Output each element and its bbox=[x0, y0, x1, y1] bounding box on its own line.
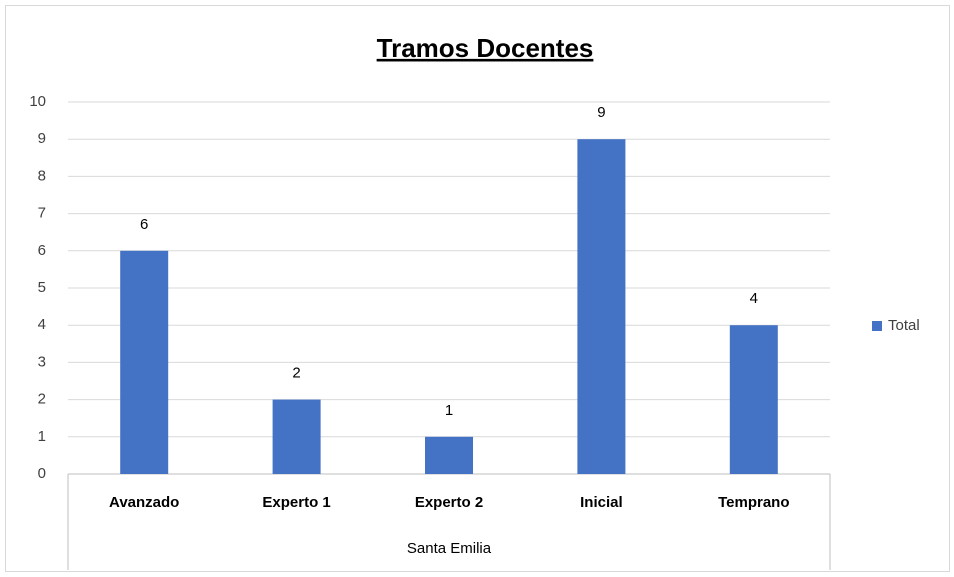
data-label: 9 bbox=[597, 104, 605, 121]
x-tick-label: Inicial bbox=[580, 494, 623, 511]
legend-label: Total bbox=[888, 317, 920, 334]
y-tick-label: 10 bbox=[29, 93, 46, 110]
x-tick-label: Experto 1 bbox=[262, 494, 330, 511]
x-tick-label: Temprano bbox=[718, 494, 789, 511]
y-tick-label: 7 bbox=[38, 205, 46, 222]
bar bbox=[577, 139, 626, 474]
data-label: 2 bbox=[292, 365, 300, 382]
y-tick-label: 5 bbox=[38, 279, 46, 296]
bar bbox=[729, 325, 778, 474]
y-tick-label: 9 bbox=[38, 130, 46, 147]
y-tick-label: 3 bbox=[38, 353, 46, 370]
data-label: 6 bbox=[140, 216, 148, 233]
data-label: 4 bbox=[750, 290, 758, 307]
y-tick-label: 6 bbox=[38, 242, 46, 259]
y-tick-label: 4 bbox=[38, 316, 46, 333]
bar bbox=[120, 250, 169, 474]
group-label: Santa Emilia bbox=[407, 540, 492, 557]
y-tick-label: 0 bbox=[38, 465, 46, 482]
chart-title: Tramos Docentes bbox=[377, 33, 594, 63]
bar bbox=[272, 399, 321, 474]
bar bbox=[425, 436, 473, 474]
y-tick-label: 1 bbox=[38, 428, 46, 445]
data-label: 1 bbox=[445, 402, 453, 419]
x-tick-label: Avanzado bbox=[109, 494, 179, 511]
x-tick-label: Experto 2 bbox=[415, 494, 483, 511]
y-tick-label: 2 bbox=[38, 391, 46, 408]
legend-swatch bbox=[872, 321, 882, 331]
y-tick-label: 8 bbox=[38, 167, 46, 184]
